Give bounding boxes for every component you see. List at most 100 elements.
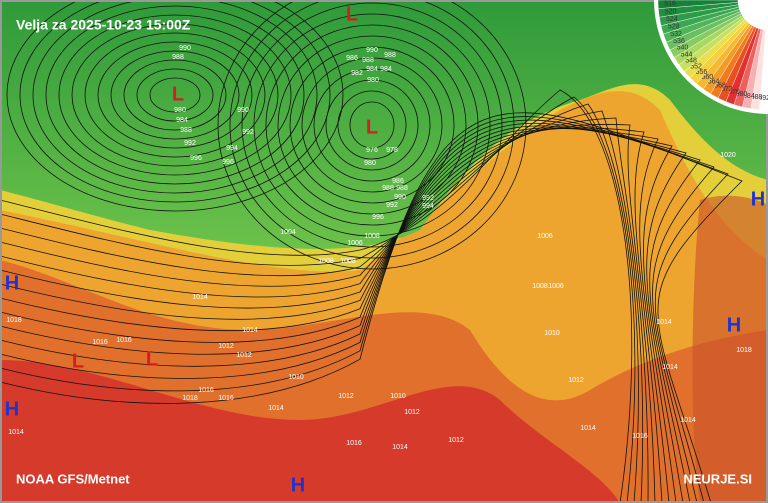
pressure-label: 1014 xyxy=(662,364,678,371)
site-label: NEURJE.SI xyxy=(683,471,752,486)
pressure-label: 1016 xyxy=(116,337,132,344)
high-marker: H xyxy=(751,188,765,210)
isobar xyxy=(289,46,455,204)
pressure-label: 1014 xyxy=(580,425,596,432)
isobar xyxy=(136,68,214,122)
isobar xyxy=(45,5,305,185)
pressure-label: 1016 xyxy=(92,339,108,346)
pressure-label: 1014 xyxy=(392,444,408,451)
pressure-label: 1016 xyxy=(198,387,214,394)
isobar xyxy=(253,13,491,237)
pressure-label: 990 xyxy=(237,107,249,114)
pressure-label: 1012 xyxy=(338,393,354,400)
pressure-label: 1018 xyxy=(182,395,198,402)
isobar xyxy=(313,68,431,182)
high-marker: H xyxy=(5,398,19,420)
pressure-label: 1010 xyxy=(288,374,304,381)
pressure-label: 1012 xyxy=(404,409,420,416)
legend-level: 588 xyxy=(751,94,763,101)
pressure-label: 992 xyxy=(386,202,398,209)
isobar xyxy=(110,50,240,140)
legend-swatch xyxy=(657,0,739,9)
isobar xyxy=(123,59,227,131)
pressure-label: 988 xyxy=(396,185,408,192)
isobars xyxy=(0,0,743,503)
pressure-label: 1004 xyxy=(280,229,296,236)
pressure-label: 1014 xyxy=(192,294,208,301)
isobar xyxy=(349,101,395,149)
legend-level: 544 xyxy=(681,51,693,58)
isobar xyxy=(301,57,443,193)
pressure-label: 1008 xyxy=(532,283,548,290)
legend-level: 560 xyxy=(701,74,713,81)
pressure-label: 984 xyxy=(366,66,378,73)
pressure-label: 1012 xyxy=(568,377,584,384)
pressure-label: 1014 xyxy=(656,319,672,326)
pressure-label: 1016 xyxy=(218,395,234,402)
legend-level: 548 xyxy=(685,58,697,65)
pressure-label: 986 xyxy=(346,55,358,62)
isobar xyxy=(0,124,656,503)
isobar xyxy=(0,119,715,503)
pressure-label: 1008 xyxy=(364,233,380,240)
pressure-label: 984 xyxy=(380,66,392,73)
pressure-label: 1006 xyxy=(548,283,564,290)
legend-level: 584 xyxy=(743,93,755,100)
low-marker: L xyxy=(72,350,84,372)
isobar xyxy=(0,127,663,503)
isobar xyxy=(277,35,467,215)
legend-level: 520 xyxy=(665,8,677,15)
isobar xyxy=(325,79,419,171)
isobar xyxy=(97,41,253,149)
high-marker: H xyxy=(727,314,741,336)
legend-level: 592 xyxy=(758,95,768,102)
legend-level: 568 xyxy=(714,82,726,89)
legend-level: 580 xyxy=(736,91,748,98)
pressure-label: 994 xyxy=(422,203,434,210)
pressure-label: 996 xyxy=(372,214,384,221)
pressure-label: 1010 xyxy=(390,393,406,400)
pressure-label: 1014 xyxy=(680,417,696,424)
isobar xyxy=(6,0,344,212)
isobar xyxy=(58,14,292,176)
pressure-label: 1020 xyxy=(720,152,736,159)
source-label: NOAA GFS/Metnet xyxy=(16,471,130,486)
legend-level: 576 xyxy=(728,89,740,96)
pressure-label: 988 xyxy=(180,127,192,134)
pressure-label: 980 xyxy=(174,107,186,114)
high-marker: H xyxy=(291,474,305,496)
isobar xyxy=(265,24,479,226)
pressure-label: 994 xyxy=(226,145,238,152)
isobar xyxy=(0,122,701,503)
isobar xyxy=(32,0,318,194)
pressure-label: 980 xyxy=(367,77,379,84)
pressure-label: 990 xyxy=(394,194,406,201)
pressure-label: 988 xyxy=(362,57,374,64)
pressure-label: 1008 xyxy=(318,258,334,265)
legend-level: 540 xyxy=(677,45,689,52)
legend-level: 572 xyxy=(721,86,733,93)
legend-level: 564 xyxy=(708,78,720,85)
isobar xyxy=(0,96,636,503)
low-marker: L xyxy=(346,3,358,25)
pressure-label: 1014 xyxy=(268,405,284,412)
isobar xyxy=(217,0,527,270)
isobar xyxy=(0,112,743,503)
pressure-label: 1008 xyxy=(340,258,356,265)
pressure-label: 1014 xyxy=(242,327,258,334)
isobar xyxy=(0,110,643,503)
isobar xyxy=(0,103,639,503)
legend: 5925885845805765725685645605565525485445… xyxy=(654,0,768,114)
pressure-label: 1010 xyxy=(544,330,560,337)
pressure-label: 1014 xyxy=(8,429,24,436)
isobar xyxy=(149,77,201,113)
map-title: Velja za 2025-10-23 15:00Z xyxy=(16,17,191,33)
isobar xyxy=(0,117,649,503)
isobar xyxy=(71,23,279,167)
pressure-label: 996 xyxy=(222,159,234,166)
low-marker: L xyxy=(146,348,158,370)
